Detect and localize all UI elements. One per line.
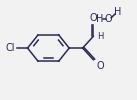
Text: H: H <box>114 7 121 17</box>
Text: Cl: Cl <box>6 43 15 53</box>
Text: O: O <box>105 14 113 24</box>
Text: O: O <box>96 61 104 71</box>
Text: O: O <box>89 13 97 23</box>
Text: H: H <box>97 32 103 41</box>
Text: H: H <box>96 14 103 24</box>
